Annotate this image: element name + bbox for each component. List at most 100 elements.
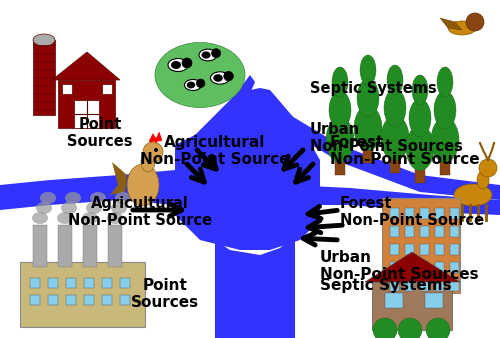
Ellipse shape: [406, 125, 434, 170]
FancyBboxPatch shape: [385, 293, 403, 308]
Text: Point
Sources: Point Sources: [67, 117, 133, 149]
Circle shape: [426, 318, 450, 338]
Text: Urban
Non-Point Sources: Urban Non-Point Sources: [310, 122, 463, 154]
FancyBboxPatch shape: [84, 295, 94, 305]
FancyBboxPatch shape: [390, 138, 400, 173]
FancyBboxPatch shape: [48, 295, 58, 305]
Text: Agricultural
Non-Point Source: Agricultural Non-Point Source: [68, 196, 212, 228]
FancyBboxPatch shape: [450, 226, 459, 237]
Text: Point
Sources: Point Sources: [131, 278, 199, 310]
Ellipse shape: [326, 118, 354, 163]
FancyBboxPatch shape: [405, 244, 414, 255]
Ellipse shape: [115, 192, 131, 204]
Circle shape: [212, 49, 220, 58]
FancyBboxPatch shape: [20, 262, 145, 327]
FancyBboxPatch shape: [405, 226, 414, 237]
FancyBboxPatch shape: [108, 225, 122, 267]
FancyBboxPatch shape: [420, 280, 429, 291]
Circle shape: [154, 148, 158, 152]
Polygon shape: [185, 75, 255, 158]
Ellipse shape: [168, 58, 188, 72]
Polygon shape: [365, 252, 460, 282]
Ellipse shape: [412, 75, 428, 105]
FancyBboxPatch shape: [335, 140, 345, 175]
FancyBboxPatch shape: [363, 128, 373, 163]
Polygon shape: [440, 18, 462, 30]
FancyBboxPatch shape: [450, 262, 459, 273]
FancyBboxPatch shape: [420, 208, 429, 219]
Ellipse shape: [354, 105, 382, 150]
FancyBboxPatch shape: [390, 226, 399, 237]
Ellipse shape: [155, 43, 245, 107]
Circle shape: [196, 79, 205, 88]
Ellipse shape: [477, 171, 489, 189]
FancyBboxPatch shape: [450, 208, 459, 219]
FancyBboxPatch shape: [390, 280, 399, 291]
Circle shape: [224, 71, 234, 81]
Polygon shape: [215, 235, 295, 338]
FancyBboxPatch shape: [120, 295, 130, 305]
FancyBboxPatch shape: [435, 262, 444, 273]
FancyBboxPatch shape: [33, 40, 55, 115]
FancyBboxPatch shape: [425, 293, 443, 308]
FancyBboxPatch shape: [30, 278, 40, 288]
FancyBboxPatch shape: [390, 244, 399, 255]
Ellipse shape: [454, 184, 492, 206]
Ellipse shape: [202, 51, 210, 58]
FancyBboxPatch shape: [435, 280, 444, 291]
Polygon shape: [175, 88, 320, 250]
FancyBboxPatch shape: [372, 282, 452, 330]
FancyBboxPatch shape: [415, 148, 425, 183]
Ellipse shape: [431, 118, 459, 163]
Ellipse shape: [448, 21, 476, 35]
FancyBboxPatch shape: [420, 244, 429, 255]
FancyBboxPatch shape: [83, 225, 97, 267]
Ellipse shape: [387, 65, 403, 95]
Circle shape: [182, 58, 192, 68]
FancyBboxPatch shape: [450, 280, 459, 291]
Text: Urban
Non-Point Sources: Urban Non-Point Sources: [320, 250, 478, 283]
Ellipse shape: [381, 116, 409, 161]
Ellipse shape: [33, 34, 55, 46]
FancyBboxPatch shape: [66, 295, 76, 305]
Ellipse shape: [357, 79, 379, 117]
Ellipse shape: [187, 81, 195, 89]
Polygon shape: [0, 170, 200, 210]
FancyBboxPatch shape: [405, 262, 414, 273]
Ellipse shape: [82, 212, 98, 224]
FancyBboxPatch shape: [66, 278, 76, 288]
Text: Septic Systems: Septic Systems: [310, 81, 437, 96]
FancyBboxPatch shape: [435, 208, 444, 219]
Text: Septic Systems: Septic Systems: [320, 278, 452, 293]
Ellipse shape: [213, 74, 223, 82]
FancyBboxPatch shape: [420, 226, 429, 237]
FancyBboxPatch shape: [58, 225, 72, 267]
Ellipse shape: [199, 49, 217, 61]
Ellipse shape: [86, 202, 102, 214]
Circle shape: [373, 318, 397, 338]
Polygon shape: [52, 52, 120, 80]
Circle shape: [398, 318, 422, 338]
Ellipse shape: [65, 192, 81, 204]
Polygon shape: [265, 95, 500, 200]
FancyBboxPatch shape: [102, 278, 112, 288]
FancyBboxPatch shape: [435, 226, 444, 237]
Text: Agricultural
Non-Point Source: Agricultural Non-Point Source: [140, 135, 290, 167]
Ellipse shape: [332, 67, 348, 97]
FancyBboxPatch shape: [450, 244, 459, 255]
Ellipse shape: [171, 61, 181, 69]
Ellipse shape: [141, 152, 155, 172]
Ellipse shape: [36, 202, 52, 214]
FancyBboxPatch shape: [48, 278, 58, 288]
FancyBboxPatch shape: [120, 278, 130, 288]
FancyBboxPatch shape: [440, 140, 450, 175]
Text: Forest
Non-Point Source: Forest Non-Point Source: [340, 196, 484, 228]
FancyBboxPatch shape: [435, 244, 444, 255]
FancyBboxPatch shape: [84, 278, 94, 288]
Circle shape: [466, 13, 484, 31]
Circle shape: [143, 142, 163, 162]
Ellipse shape: [434, 91, 456, 129]
Ellipse shape: [184, 79, 202, 91]
Ellipse shape: [61, 202, 77, 214]
Ellipse shape: [127, 164, 159, 206]
